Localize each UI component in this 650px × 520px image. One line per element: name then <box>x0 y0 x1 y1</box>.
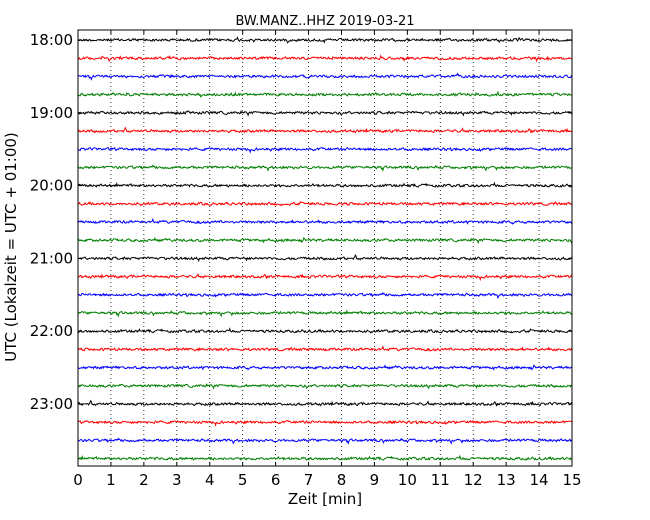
trace-row <box>77 272 573 282</box>
trace-row <box>77 217 573 225</box>
x-tick-label: 13 <box>497 471 516 489</box>
trace-row <box>77 147 573 154</box>
x-tick-label: 5 <box>238 471 248 489</box>
y-tick-label: 20:00 <box>30 177 73 195</box>
y-axis-label: UTC (Lokalzeit = UTC + 01:00) <box>2 132 20 362</box>
trace-row <box>77 291 573 299</box>
trace-row <box>77 253 573 263</box>
trace-row <box>77 327 573 334</box>
chart-title: BW.MANZ..HHZ 2019-03-21 <box>235 14 414 29</box>
trace-row <box>77 399 573 407</box>
x-tick-label: 7 <box>304 471 314 489</box>
x-tick-label: 15 <box>562 471 581 489</box>
trace-row <box>77 36 573 44</box>
trace-row <box>77 383 573 390</box>
x-tick-label: 8 <box>337 471 347 489</box>
trace-row <box>77 364 573 371</box>
x-axis-label: Zeit [min] <box>288 490 362 508</box>
trace-row <box>77 454 573 461</box>
axis-ticks: 0 1 2 3 4 5 6 7 8 9 10 11 12 13 14 1518:0019:0020:0021:… <box>30 30 582 489</box>
trace-row <box>77 90 573 98</box>
y-tick-label: 22:00 <box>30 322 73 340</box>
y-tick-label: 18:00 <box>30 31 73 49</box>
y-tick-label: 23:00 <box>30 395 73 413</box>
x-tick-label: 9 <box>370 471 380 489</box>
trace-row <box>77 181 573 188</box>
trace-row <box>77 72 573 81</box>
x-tick-label: 1 <box>106 471 116 489</box>
trace-row <box>77 420 573 427</box>
y-tick-label: 19:00 <box>30 104 73 122</box>
trace-row <box>77 126 573 134</box>
x-tick-label: 11 <box>431 471 450 489</box>
trace-row <box>77 200 573 207</box>
trace-row <box>77 110 573 117</box>
x-tick-label: 0 <box>73 471 83 489</box>
x-tick-label: 12 <box>464 471 483 489</box>
trace-row <box>77 236 573 245</box>
x-tick-label: 6 <box>271 471 281 489</box>
plot-frame <box>77 29 573 467</box>
x-tick-label: 3 <box>172 471 182 489</box>
trace-row <box>77 309 573 318</box>
x-tick-label: 4 <box>205 471 215 489</box>
trace-row <box>77 54 573 63</box>
x-grid <box>110 30 540 466</box>
x-tick-label: 10 <box>398 471 417 489</box>
x-tick-label: 14 <box>530 471 549 489</box>
x-tick-label: 2 <box>139 471 149 489</box>
traces <box>77 36 573 461</box>
y-tick-label: 21:00 <box>30 249 73 267</box>
trace-row <box>77 437 573 445</box>
trace-row <box>77 345 573 352</box>
trace-row <box>77 164 573 172</box>
